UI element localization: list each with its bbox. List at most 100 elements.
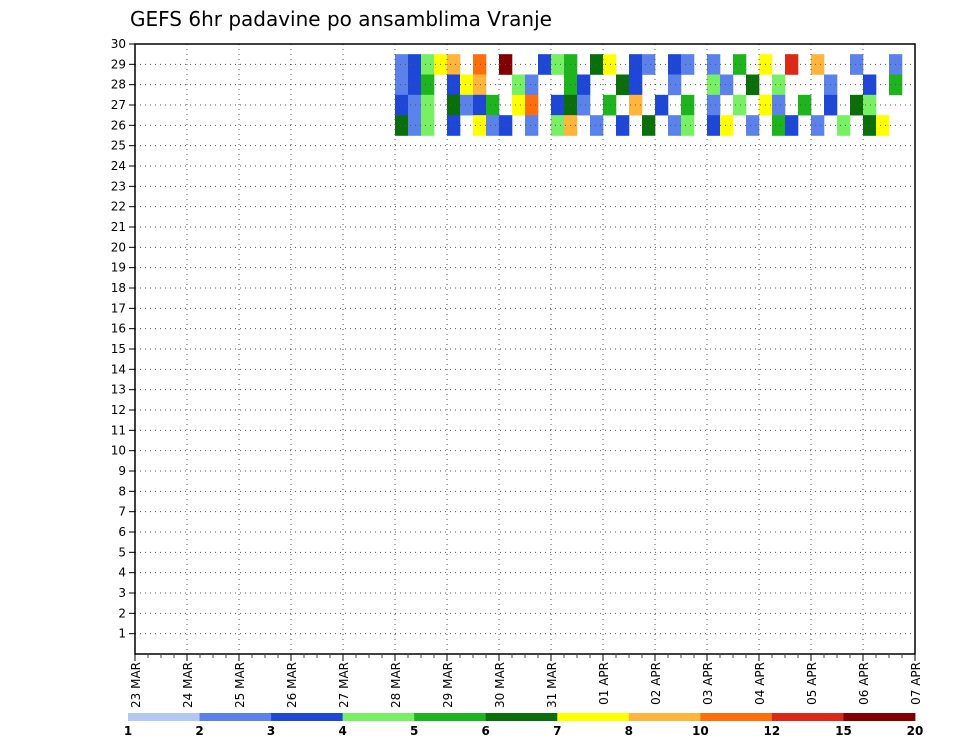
x-tick-label: 02 APR bbox=[649, 662, 663, 705]
y-tick-label: 3 bbox=[118, 586, 126, 600]
colorbar-label: 3 bbox=[267, 724, 275, 738]
colorbar-label: 5 bbox=[410, 724, 418, 738]
colorbar-swatch bbox=[843, 713, 916, 721]
colorbar-swatch bbox=[485, 713, 558, 721]
y-tick-label: 25 bbox=[111, 139, 126, 153]
x-tick-label: 07 APR bbox=[909, 662, 923, 705]
cells-layer bbox=[395, 54, 903, 136]
heat-cell bbox=[421, 74, 435, 96]
y-tick-label: 16 bbox=[111, 322, 126, 336]
heat-cell bbox=[707, 115, 721, 136]
x-tick-label: 30 MAR bbox=[493, 662, 507, 708]
x-tick-label: 28 MAR bbox=[389, 662, 403, 708]
y-tick-label: 30 bbox=[111, 37, 126, 51]
heat-cell bbox=[707, 54, 721, 75]
heat-cell bbox=[642, 54, 656, 75]
x-tick-label: 05 APR bbox=[805, 662, 819, 705]
heat-cell bbox=[863, 94, 877, 116]
y-tick-label: 5 bbox=[118, 545, 126, 559]
heat-cell bbox=[863, 74, 877, 96]
colorbar-swatch bbox=[128, 713, 200, 721]
heat-cell bbox=[525, 115, 539, 136]
heat-cell bbox=[668, 74, 682, 96]
heat-cell bbox=[551, 54, 565, 75]
heat-cell bbox=[473, 54, 487, 75]
heat-cell bbox=[473, 74, 487, 96]
heat-cell bbox=[551, 115, 565, 136]
heat-cell bbox=[512, 74, 526, 96]
heat-cell bbox=[720, 74, 734, 96]
heat-cell bbox=[577, 74, 591, 96]
heat-cell bbox=[447, 74, 461, 96]
y-tick-label: 19 bbox=[111, 261, 126, 275]
heat-cell bbox=[525, 94, 539, 116]
y-tick-label: 12 bbox=[111, 403, 126, 417]
heat-cell bbox=[408, 94, 422, 116]
y-tick-label: 10 bbox=[111, 444, 126, 458]
heat-cell bbox=[538, 54, 552, 75]
colorbar-swatch bbox=[414, 713, 487, 721]
heat-cell bbox=[681, 115, 695, 136]
x-tick-label: 24 MAR bbox=[181, 662, 195, 708]
x-tick-label: 25 MAR bbox=[233, 662, 247, 708]
x-tick-label: 01 APR bbox=[597, 662, 611, 705]
heat-cell bbox=[876, 115, 890, 136]
colorbar-label: 12 bbox=[764, 724, 781, 738]
x-tick-label: 31 MAR bbox=[545, 662, 559, 708]
heat-cell bbox=[642, 115, 656, 136]
heat-cell bbox=[447, 94, 461, 116]
colorbar-swatch bbox=[700, 713, 773, 721]
heat-cell bbox=[772, 115, 786, 136]
heat-cell bbox=[590, 115, 604, 136]
heat-cell bbox=[473, 94, 487, 116]
y-tick-label: 26 bbox=[111, 118, 126, 132]
heat-cell bbox=[850, 54, 864, 75]
heat-cell bbox=[772, 94, 786, 116]
y-tick-label: 8 bbox=[118, 484, 126, 498]
heat-cell bbox=[603, 94, 617, 116]
y-tick-label: 11 bbox=[111, 423, 126, 437]
heat-cell bbox=[473, 115, 487, 136]
heat-cell bbox=[421, 94, 435, 116]
x-axis: 23 MAR 24 MAR 25 MAR 26 MAR 27 MAR 28 MAR 29 M… bbox=[129, 654, 923, 708]
y-tick-label: 27 bbox=[111, 98, 126, 112]
colorbar-swatch bbox=[342, 713, 415, 721]
colorbar-swatch bbox=[628, 713, 701, 721]
colorbar-label: 4 bbox=[338, 724, 346, 738]
x-tick-label: 26 MAR bbox=[285, 662, 299, 708]
heat-cell bbox=[590, 54, 604, 75]
y-tick-label: 18 bbox=[111, 281, 126, 295]
heat-cell bbox=[785, 115, 799, 136]
y-tick-label: 29 bbox=[111, 57, 126, 71]
colorbar-swatch bbox=[771, 713, 844, 721]
heat-cell bbox=[447, 54, 461, 75]
x-tick-label: 27 MAR bbox=[337, 662, 351, 708]
heat-cell bbox=[707, 74, 721, 96]
heat-cell bbox=[668, 54, 682, 75]
y-axis: 1234567891011121314151617181920212223242… bbox=[111, 37, 135, 641]
y-tick-label: 24 bbox=[111, 159, 126, 173]
heat-cell bbox=[525, 74, 539, 96]
colorbar-label: 1 bbox=[124, 724, 132, 738]
heat-cell bbox=[486, 94, 500, 116]
heat-cell bbox=[395, 54, 409, 75]
heat-cell bbox=[720, 115, 734, 136]
heat-cell bbox=[655, 94, 669, 116]
x-tick-label: 29 MAR bbox=[441, 662, 455, 708]
heat-cell bbox=[616, 115, 630, 136]
colorbar-label: 20 bbox=[907, 724, 924, 738]
x-tick-label: 03 APR bbox=[701, 662, 715, 705]
colorbar-label: 10 bbox=[692, 724, 709, 738]
y-tick-label: 22 bbox=[111, 200, 126, 214]
colorbar-label: 2 bbox=[195, 724, 203, 738]
y-tick-label: 4 bbox=[118, 566, 126, 580]
y-tick-label: 23 bbox=[111, 179, 126, 193]
heat-cell bbox=[863, 115, 877, 136]
heat-cell bbox=[460, 74, 474, 96]
y-tick-label: 1 bbox=[118, 627, 126, 641]
y-tick-label: 21 bbox=[111, 220, 126, 234]
heat-cell bbox=[512, 94, 526, 116]
y-tick-label: 13 bbox=[111, 383, 126, 397]
colorbar-swatch bbox=[199, 713, 272, 721]
y-tick-label: 7 bbox=[118, 505, 126, 519]
